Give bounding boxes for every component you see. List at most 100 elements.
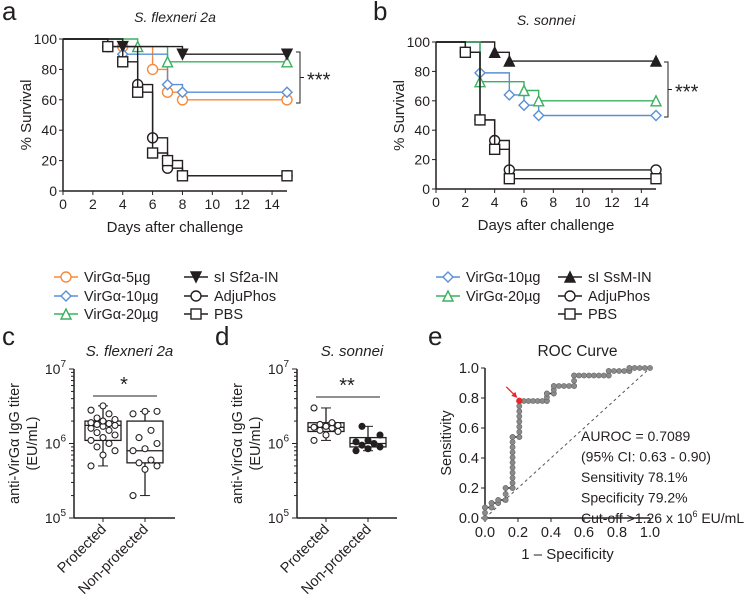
data-point bbox=[141, 407, 149, 415]
roc-point bbox=[555, 383, 562, 389]
series-line-sI Sf2a-IN bbox=[63, 38, 287, 55]
series-line-VirGα-20µg bbox=[63, 38, 287, 63]
tick-base: 10 bbox=[45, 510, 61, 526]
tick-exponent: 5 bbox=[283, 508, 289, 519]
legend-label: sI SsM-IN bbox=[588, 270, 652, 286]
data-point bbox=[488, 45, 501, 58]
roc-point bbox=[488, 500, 495, 506]
roc-point bbox=[591, 372, 597, 379]
series-line-PBS bbox=[436, 41, 656, 180]
data-point bbox=[105, 410, 113, 418]
y-tick-label: 60 bbox=[414, 93, 430, 109]
data-point bbox=[352, 447, 360, 455]
legend-marker bbox=[564, 290, 576, 302]
x-tick-label: 6 bbox=[520, 194, 528, 210]
roc-point bbox=[605, 368, 612, 374]
roc-point bbox=[509, 464, 516, 471]
roc-point bbox=[516, 434, 523, 440]
x-tick-label: 14 bbox=[634, 194, 650, 210]
roc-point bbox=[571, 383, 577, 389]
data-point bbox=[364, 436, 372, 444]
km-plot-a: S. flexneri 2a 0 2 4 6 8 10 12 14 0 20 40 60 80 100 Day… bbox=[18, 9, 331, 323]
x-tick-label: 10 bbox=[205, 196, 221, 212]
data-point bbox=[105, 420, 113, 428]
cutoff-point bbox=[516, 397, 523, 405]
legend-label: PBS bbox=[214, 307, 243, 323]
panel-label-d: d bbox=[215, 321, 229, 351]
roc-point bbox=[482, 515, 488, 521]
legend-marker bbox=[190, 308, 202, 320]
tick-base: 10 bbox=[268, 510, 284, 526]
y-tick-label: 106 bbox=[45, 434, 67, 452]
data-point bbox=[503, 54, 516, 67]
roc-point bbox=[543, 390, 550, 397]
data-point bbox=[153, 407, 161, 415]
data-point bbox=[161, 55, 174, 68]
legend-marker bbox=[59, 307, 73, 320]
roc-point bbox=[647, 365, 653, 371]
significance-label: *** bbox=[307, 70, 331, 92]
significance-bracket bbox=[664, 61, 672, 118]
roc-point bbox=[502, 485, 509, 491]
data-point bbox=[322, 431, 330, 439]
y-tick-label: 20 bbox=[41, 153, 57, 169]
data-point bbox=[459, 46, 472, 58]
data-point bbox=[99, 402, 107, 410]
data-point bbox=[117, 56, 129, 68]
x-tick-label: 6 bbox=[149, 196, 157, 212]
data-point bbox=[146, 63, 159, 76]
data-point bbox=[280, 48, 294, 61]
roc-point bbox=[502, 491, 509, 497]
data-point bbox=[93, 443, 101, 451]
x-tick-label: 0.4 bbox=[541, 525, 561, 541]
y-tick-label: 100 bbox=[407, 34, 431, 50]
data-point bbox=[376, 443, 384, 451]
x-tick-label: 0.2 bbox=[508, 525, 528, 541]
legend-label: sI Sf2a-IN bbox=[214, 270, 278, 286]
data-point bbox=[474, 114, 486, 126]
panel-label-b: b bbox=[373, 0, 387, 26]
legend-label: VirGα-20µg bbox=[84, 307, 159, 323]
roc-point bbox=[550, 383, 557, 389]
tick-exponent: 5 bbox=[60, 508, 66, 519]
y-tick-label: 100 bbox=[34, 31, 58, 47]
significance-label: *** bbox=[675, 82, 699, 104]
x-axis-label: Days after challenge bbox=[107, 219, 244, 236]
data-point bbox=[87, 436, 95, 444]
y-tick-label: 0.0 bbox=[459, 511, 479, 527]
data-point bbox=[176, 170, 189, 182]
roc-annotation: Specificity 79.2% bbox=[581, 490, 688, 506]
roc-point bbox=[626, 365, 633, 371]
reference-diagonal bbox=[484, 367, 651, 519]
roc-point bbox=[509, 474, 516, 481]
roc-point bbox=[581, 372, 587, 379]
data-point bbox=[281, 86, 293, 99]
roc-point bbox=[576, 372, 582, 379]
data-point bbox=[280, 55, 294, 68]
roc-point bbox=[509, 454, 516, 461]
x-axis-label: 1 – Specificity bbox=[521, 546, 614, 563]
legend-marker bbox=[564, 308, 576, 320]
series-line-PBS bbox=[63, 38, 287, 177]
legend-marker bbox=[441, 289, 455, 302]
roc-point bbox=[509, 469, 516, 476]
y-tick-label: 0.2 bbox=[459, 481, 479, 497]
roc-point bbox=[509, 485, 516, 491]
y-tick-label: 40 bbox=[414, 122, 430, 138]
panel-label-a: a bbox=[2, 0, 17, 26]
data-point bbox=[131, 86, 144, 98]
roc-point bbox=[600, 372, 607, 379]
data-point bbox=[99, 451, 107, 459]
data-point bbox=[93, 414, 101, 422]
roc-point bbox=[616, 368, 622, 374]
roc-point bbox=[566, 383, 572, 389]
data-point bbox=[99, 434, 107, 442]
data-point bbox=[370, 439, 378, 448]
tick-base: 10 bbox=[45, 436, 61, 452]
y-tick-label: 107 bbox=[45, 359, 67, 377]
data-point bbox=[135, 459, 143, 467]
roc-point bbox=[495, 497, 502, 503]
data-point bbox=[358, 441, 366, 449]
cutoff-pre: Cut-off >1.26 x 10 bbox=[581, 510, 693, 526]
